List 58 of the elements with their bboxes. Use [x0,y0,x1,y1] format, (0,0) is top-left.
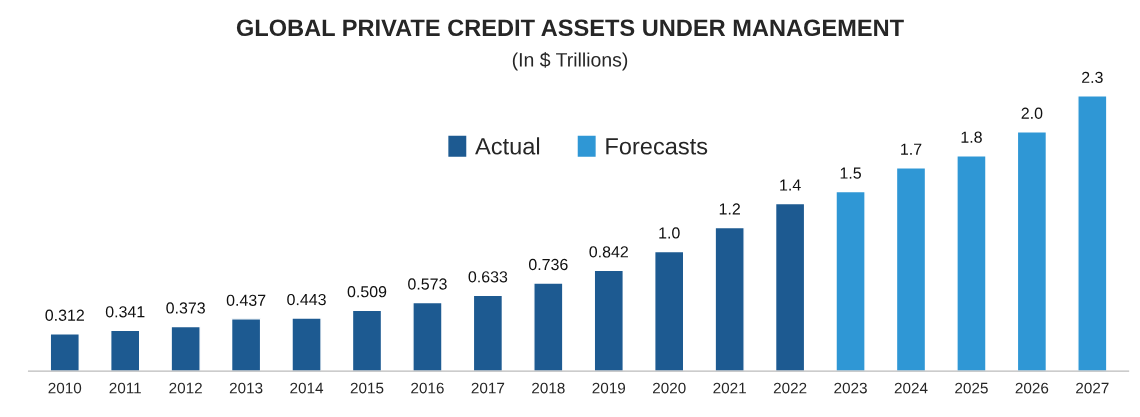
data-label: 0.443 [287,293,326,306]
bar [1077,95,1108,372]
bar [654,250,685,372]
data-label: 0.341 [105,306,145,318]
data-label: 2.3 [1082,71,1103,84]
data-label: 2.0 [1021,107,1043,119]
bar [956,155,987,372]
legend-label: Actual [475,137,540,155]
x-tick-label: 2012 [169,382,202,394]
x-tick-label: 2022 [773,382,807,394]
bar [291,317,322,372]
data-label: 1.8 [961,131,982,143]
bar [774,202,806,372]
data-label: 0.573 [408,278,447,290]
bar [110,329,141,372]
data-label: 0.312 [45,309,84,321]
chart-subtitle: (In $ Trillions) [512,52,628,71]
bar [835,190,866,372]
x-tick-label: 2023 [834,382,867,394]
x-tick-label: 2013 [229,382,263,394]
data-label: 1.0 [659,227,680,239]
x-tick-label: 2014 [290,382,324,394]
bar [472,294,504,372]
x-tick-label: 2011 [109,382,141,394]
bar [533,282,564,372]
data-label: 1.5 [840,167,861,179]
x-tick-label: 2021 [713,382,746,394]
bar [714,226,745,372]
bar [1016,131,1048,372]
x-tick-label: 2010 [48,382,82,394]
x-tick-label: 2026 [1015,382,1049,394]
data-label: 0.373 [166,302,205,314]
x-tick-label: 2018 [532,382,565,394]
bar [412,301,443,372]
x-tick-label: 2020 [652,382,686,394]
data-label: 0.736 [528,258,568,271]
data-label: 0.509 [347,286,387,298]
bar [230,318,262,372]
bar [49,333,80,372]
bar [170,325,201,372]
x-tick-label: 2017 [471,382,505,394]
data-label: 1.2 [719,203,740,215]
x-tick-label: 2024 [894,382,928,394]
legend-label: Forecasts [606,138,708,155]
bar [351,309,383,372]
data-label: 0.633 [468,271,508,283]
data-label: 0.842 [589,246,628,258]
data-label: 0.437 [226,294,266,306]
x-tick-label: 2016 [411,382,444,394]
x-tick-label: 2015 [350,382,384,394]
x-tick-label: 2025 [955,382,988,394]
x-tick-label: 2019 [592,382,626,394]
chart-title: GLOBAL PRIVATE CREDIT ASSETS UNDER MANAGEMENT [236,19,904,37]
data-label: 1.4 [780,179,801,191]
x-tick-label: 2027 [1076,382,1109,394]
bar [895,167,927,372]
bar [593,269,624,372]
data-label: 1.7 [901,143,922,155]
